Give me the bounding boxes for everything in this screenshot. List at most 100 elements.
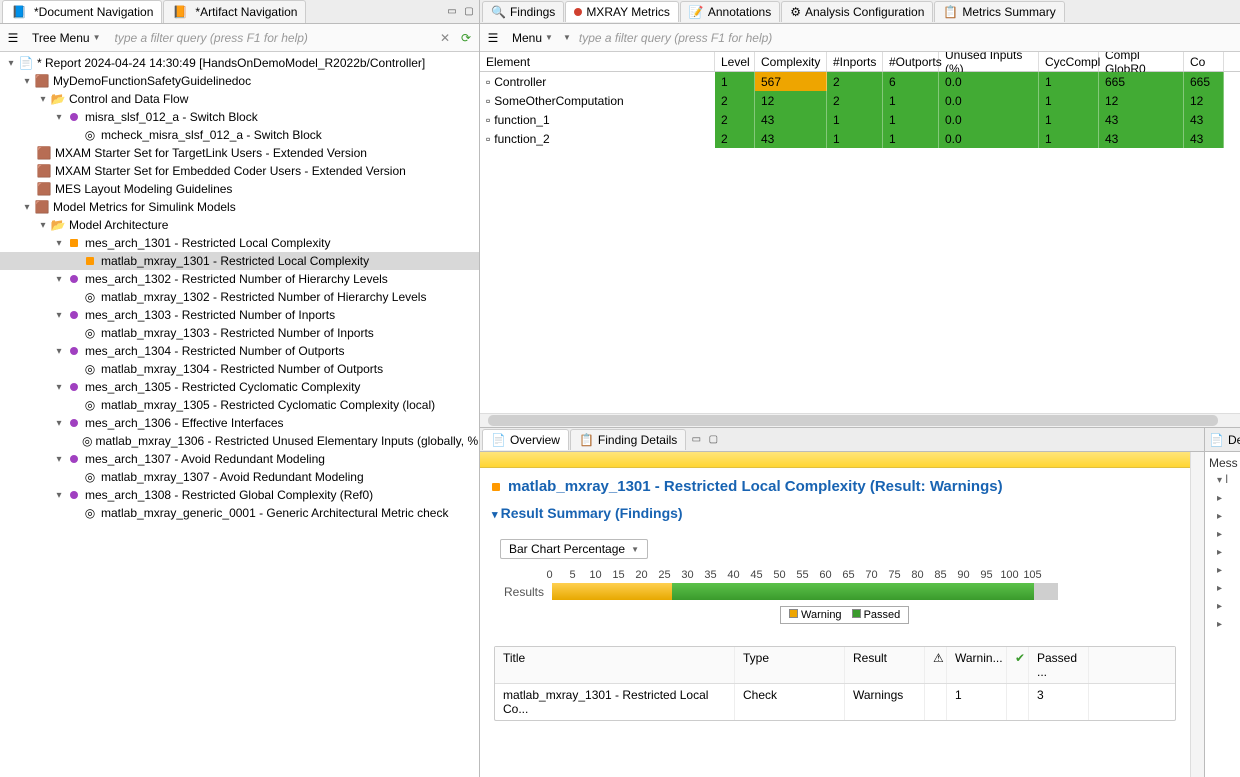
expand-icon[interactable]: ▸ — [1217, 511, 1222, 522]
tree-node-selected[interactable]: matlab_mxray_1301 - Restricted Local Com… — [101, 254, 369, 268]
expand-icon[interactable]: ▾ — [52, 274, 66, 285]
tab-document-navigation[interactable]: 📘 *Document Navigation — [2, 0, 162, 23]
tab-analysis-config[interactable]: ⚙ Analysis Configuration — [781, 1, 933, 22]
tree-view[interactable]: ▾ 📄 * Report 2024-04-24 14:30:49 [HandsO… — [0, 52, 479, 777]
tree-node[interactable]: mes_arch_1302 - Restricted Number of Hie… — [85, 272, 388, 286]
filter-input[interactable] — [111, 28, 433, 48]
expand-icon[interactable]: ▾ — [52, 112, 66, 123]
minimize-icon[interactable]: ▭ — [688, 433, 704, 447]
table-row[interactable]: ▫Controller1567260.01665665 — [480, 72, 1240, 91]
expand-icon[interactable]: ▾ — [52, 310, 66, 321]
tree-node[interactable]: matlab_mxray_1307 - Avoid Redundant Mode… — [101, 470, 364, 484]
col-globr0[interactable]: Compl GlobR0 — [1099, 52, 1184, 71]
col-warn[interactable]: Warnin... — [947, 647, 1007, 683]
expand-icon[interactable]: ▸ — [1217, 583, 1222, 594]
expand-icon[interactable]: ▸ — [1217, 601, 1222, 612]
side-tab[interactable]: 📄 De — [1205, 428, 1240, 452]
clear-filter-icon[interactable]: ✕ — [437, 30, 453, 46]
tree-node[interactable]: mes_arch_1301 - Restricted Local Complex… — [85, 236, 330, 250]
tree-node[interactable]: Control and Data Flow — [69, 92, 188, 106]
menu-dropdown[interactable]: Menu ▼ — [506, 29, 559, 47]
tree-node[interactable]: Model Architecture — [69, 218, 168, 232]
tree-node[interactable]: mes_arch_1305 - Restricted Cyclomatic Co… — [85, 380, 360, 394]
maximize-icon[interactable]: ▢ — [705, 433, 721, 447]
col-outports[interactable]: #Outports — [883, 52, 939, 71]
col-level[interactable]: Level — [715, 52, 755, 71]
col-type[interactable]: Type — [735, 647, 845, 683]
tab-annotations[interactable]: 📝 Annotations — [680, 1, 780, 22]
tree-node[interactable]: mcheck_misra_slsf_012_a - Switch Block — [101, 128, 322, 142]
tree-node[interactable]: mes_arch_1306 - Effective Interfaces — [85, 416, 284, 430]
tree-node[interactable]: MyDemoFunctionSafetyGuidelinedoc — [53, 74, 251, 88]
tree-node[interactable]: MES Layout Modeling Guidelines — [55, 182, 232, 196]
tab-overview[interactable]: 📄 Overview — [482, 429, 569, 450]
expand-icon[interactable]: ▾ — [36, 94, 50, 105]
tree-node[interactable]: Model Metrics for Simulink Models — [53, 200, 236, 214]
filter-input[interactable] — [575, 28, 1236, 48]
expand-icon[interactable]: ▾ — [1217, 475, 1222, 486]
minimize-icon[interactable]: ▭ — [444, 5, 460, 19]
col-result[interactable]: Result — [845, 647, 925, 683]
expand-icon[interactable]: ▾ — [20, 202, 34, 213]
tab-metrics-summary[interactable]: 📋 Metrics Summary — [934, 1, 1064, 22]
metrics-table[interactable]: Element Level Complexity #Inports #Outpo… — [480, 52, 1240, 413]
col-inports[interactable]: #Inports — [827, 52, 883, 71]
tab-mxray-metrics[interactable]: MXRAY Metrics — [565, 1, 679, 22]
tree-node[interactable]: matlab_mxray_generic_0001 - Generic Arch… — [101, 506, 448, 520]
tree-menu-dropdown[interactable]: Tree Menu ▼ — [26, 29, 107, 47]
tree-node[interactable]: MXAM Starter Set for TargetLink Users - … — [55, 146, 367, 160]
expand-icon[interactable]: ▾ — [52, 418, 66, 429]
tree-node[interactable]: matlab_mxray_1302 - Restricted Number of… — [101, 290, 426, 304]
tree-node[interactable]: mes_arch_1307 - Avoid Redundant Modeling — [85, 452, 325, 466]
chevron-down-icon[interactable]: ▼ — [563, 33, 571, 42]
tree-node[interactable]: * Report 2024-04-24 14:30:49 [HandsOnDem… — [37, 56, 425, 70]
tree-node[interactable]: misra_slsf_012_a - Switch Block — [85, 110, 258, 124]
expand-icon[interactable]: ▾ — [52, 238, 66, 249]
tree-node[interactable]: matlab_mxray_1303 - Restricted Number of… — [101, 326, 374, 340]
chart-type-dropdown[interactable]: Bar Chart Percentage ▼ — [500, 539, 648, 559]
tree-node[interactable]: mes_arch_1303 - Restricted Number of Inp… — [85, 308, 335, 322]
tree-node[interactable]: MXAM Starter Set for Embedded Coder User… — [55, 164, 406, 178]
table-row[interactable]: matlab_mxray_1301 - Restricted Local Co.… — [495, 684, 1175, 720]
refresh-icon[interactable]: ⟳ — [457, 29, 475, 47]
tree-node[interactable]: mes_arch_1304 - Restricted Number of Out… — [85, 344, 344, 358]
tree-node[interactable]: matlab_mxray_1305 - Restricted Cyclomati… — [101, 398, 435, 412]
tree-node[interactable]: matlab_mxray_1306 - Restricted Unused El… — [95, 434, 478, 448]
expand-icon[interactable]: ▾ — [52, 490, 66, 501]
table-row[interactable]: ▫SomeOtherComputation212210.011212 — [480, 91, 1240, 110]
expand-icon[interactable]: ▾ — [20, 76, 34, 87]
expand-icon[interactable]: ▾ — [36, 220, 50, 231]
table-row[interactable]: ▫function_2243110.014343 — [480, 129, 1240, 148]
col-element[interactable]: Element — [480, 52, 715, 71]
axis-tick: 65 — [837, 569, 860, 581]
col-cyc[interactable]: CycCompl — [1039, 52, 1099, 71]
expand-icon[interactable]: ▾ — [52, 454, 66, 465]
axis-tick: 35 — [699, 569, 722, 581]
detail-body[interactable]: matlab_mxray_1301 - Restricted Local Com… — [480, 452, 1190, 777]
tab-artifact-navigation[interactable]: 📙 *Artifact Navigation — [163, 0, 306, 23]
col-complexity[interactable]: Complexity — [755, 52, 827, 71]
expand-icon[interactable]: ▾ — [52, 346, 66, 357]
section-result-summary[interactable]: Result Summary (Findings) — [480, 501, 1190, 531]
expand-icon[interactable]: ▸ — [1217, 493, 1222, 504]
expand-icon[interactable]: ▸ — [1217, 547, 1222, 558]
tab-finding-details[interactable]: 📋 Finding Details — [570, 429, 686, 450]
col-last[interactable]: Co — [1184, 52, 1224, 71]
expand-icon[interactable]: ▸ — [1217, 529, 1222, 540]
table-row[interactable]: ▫function_1243110.014343 — [480, 110, 1240, 129]
tree-node[interactable]: matlab_mxray_1304 - Restricted Number of… — [101, 362, 383, 376]
col-pass[interactable]: Passed ... — [1029, 647, 1089, 683]
side-item[interactable]: I — [1225, 472, 1228, 486]
scroll-thumb[interactable] — [488, 415, 1218, 426]
expand-icon[interactable]: ▾ — [4, 58, 18, 69]
tab-findings[interactable]: 🔍 Findings — [482, 1, 564, 22]
expand-icon[interactable]: ▾ — [52, 382, 66, 393]
v-scrollbar[interactable] — [1190, 452, 1204, 777]
expand-icon[interactable]: ▸ — [1217, 565, 1222, 576]
expand-icon[interactable]: ▸ — [1217, 619, 1222, 630]
tree-node[interactable]: mes_arch_1308 - Restricted Global Comple… — [85, 488, 373, 502]
col-unused[interactable]: Unused Inputs (%) — [939, 52, 1039, 71]
h-scrollbar[interactable] — [480, 413, 1240, 427]
col-title[interactable]: Title — [495, 647, 735, 683]
maximize-icon[interactable]: ▢ — [461, 5, 477, 19]
